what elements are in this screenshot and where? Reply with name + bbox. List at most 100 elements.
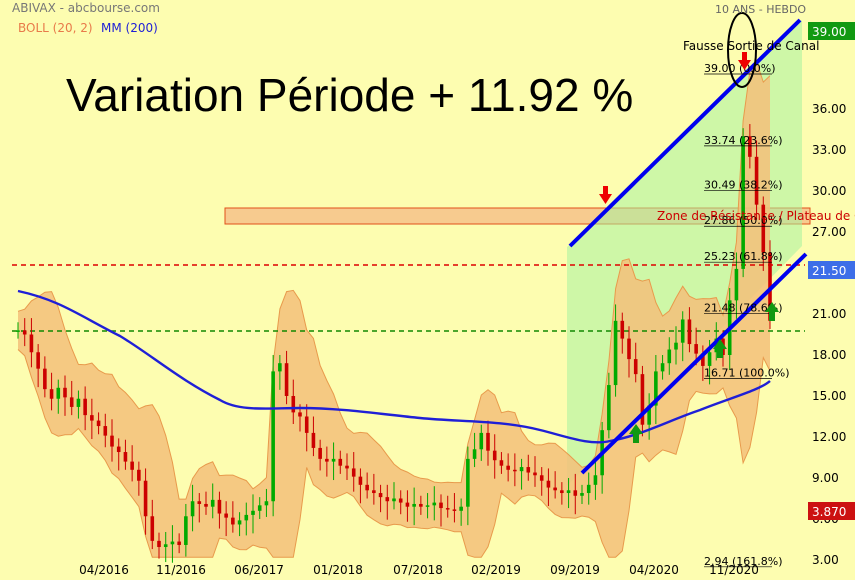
candle-body [358, 476, 363, 485]
candle-body [486, 432, 490, 451]
candle-body [143, 480, 148, 517]
candle-body [607, 385, 611, 431]
y-tick-label: 3.00 [812, 553, 839, 567]
candle-body [398, 498, 403, 503]
candle-body [640, 374, 645, 425]
x-tick-label: 07/2018 [393, 563, 443, 577]
candle-body [177, 541, 181, 545]
candle-body [466, 458, 470, 507]
channel-lower-line [580, 252, 808, 475]
candle-body [701, 353, 705, 366]
candle-body [754, 156, 759, 205]
price-axis [805, 0, 855, 580]
candle-body [761, 204, 766, 253]
candle-body [392, 498, 396, 502]
candle-body [197, 501, 202, 504]
candle-body [506, 465, 510, 470]
candle-body [345, 465, 349, 469]
y-tick-label: 21.00 [812, 307, 846, 321]
red-arrow-down [738, 52, 751, 70]
candle-body [412, 503, 416, 507]
candle-body [190, 501, 195, 517]
candle-body [22, 330, 27, 335]
candle-body [123, 452, 128, 462]
green-arrow-up [713, 339, 727, 358]
candle-body [251, 510, 255, 515]
candle-body [36, 352, 40, 369]
candle-body [573, 490, 578, 496]
candle-body [257, 505, 262, 511]
y-tick-label: 18.00 [812, 348, 846, 362]
zone-label: Zone de Résistance / Plateau de C [657, 209, 855, 223]
candle-body [499, 460, 504, 466]
fib-level-label: 30.49 (38.2%) [704, 178, 783, 191]
candle-body [513, 469, 517, 472]
candle-body [445, 508, 450, 510]
candle-body [150, 516, 155, 541]
candle-body [560, 490, 564, 494]
bollinger-lower-line [17, 349, 771, 558]
candle-body [419, 503, 423, 507]
price-tag-bottom [808, 502, 855, 520]
candle-body [492, 450, 497, 461]
candle-body [405, 502, 410, 507]
x-axis-ticks: 04/2016 11/2016 06/2017 01/2018 07/2018 02/20… [79, 563, 759, 577]
fibonacci-levels: 39.00 (0.0%) 33.74 (23.6%) 30.49 (38.2%) 27… [704, 62, 790, 568]
fib-level-label: 2.94 (161.8%) [704, 555, 783, 568]
candle-body [365, 484, 369, 491]
candle-body [331, 458, 336, 462]
candle-body [613, 320, 618, 386]
y-tick-label: 27.00 [812, 225, 846, 239]
candle-body [137, 469, 141, 481]
candle-body [325, 458, 329, 462]
x-tick-label: 11/2020 [709, 563, 759, 577]
candle-body [553, 487, 557, 491]
headline: Variation Période + 11.92 % [66, 69, 633, 121]
channel-upper-line [568, 18, 802, 248]
candle-body [170, 541, 175, 545]
x-tick-label: 09/2019 [550, 563, 600, 577]
fib-level-label: 33.74 (23.6%) [704, 134, 783, 147]
candle-body [304, 416, 309, 433]
candle-body [439, 502, 443, 509]
candle-body [593, 475, 598, 485]
x-tick-label: 02/2019 [471, 563, 521, 577]
candle-body [43, 368, 47, 390]
candle-body [351, 468, 356, 477]
candle-body [694, 344, 698, 354]
y-tick-label: 12.00 [812, 430, 846, 444]
green-arrow-up [629, 424, 643, 443]
candle-body [533, 472, 537, 476]
y-tick-label: 33.00 [812, 143, 846, 157]
period-label: 10 ANS - HEBDO [715, 3, 806, 16]
candle-body [378, 493, 383, 498]
candle-body [29, 334, 34, 353]
boll-legend: BOLL (20, 2) [18, 21, 93, 35]
candle-body [311, 432, 316, 448]
candle-body [385, 497, 390, 502]
candle-body [680, 319, 685, 343]
candle-body [103, 426, 108, 436]
candle-body [69, 397, 74, 407]
candle-body [76, 398, 81, 407]
price-tag-top [808, 22, 855, 40]
fausse-sortie-ellipse [727, 12, 757, 88]
candle-body [660, 363, 665, 372]
candle-body [633, 359, 638, 375]
candle-body [452, 509, 457, 511]
y-tick-label: 36.00 [812, 102, 846, 116]
candle-body [519, 467, 524, 472]
candle-body [237, 520, 242, 525]
candle-body [116, 446, 121, 453]
candle-body [264, 501, 269, 506]
candle-body [284, 363, 289, 396]
fib-level-label: 25.23 (61.8%) [704, 250, 783, 263]
candle-body [654, 371, 658, 406]
y-axis-ticks: 36.0033.0030.0027.0024.0021.0018.0015.00… [812, 102, 846, 567]
candle-body [580, 493, 584, 496]
y-tick-label: 15.00 [812, 389, 846, 403]
candle-body [163, 544, 168, 548]
candle-body [184, 516, 188, 545]
candle-body [748, 136, 752, 157]
x-tick-label: 11/2016 [156, 563, 206, 577]
